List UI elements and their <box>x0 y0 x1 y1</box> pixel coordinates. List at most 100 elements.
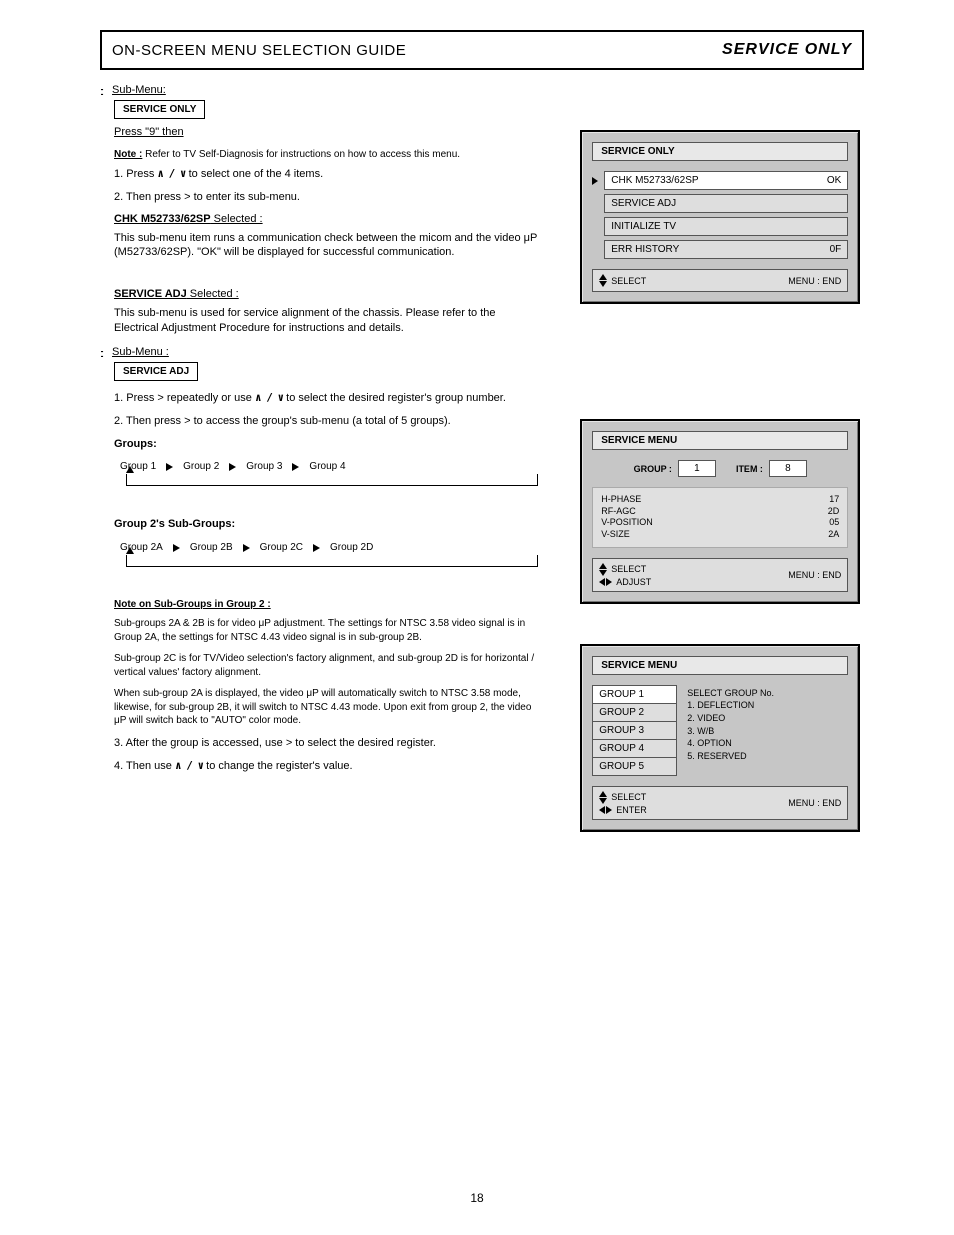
header-right: SERVICE ONLY <box>722 41 852 59</box>
svc-step3: 3. After the group is accessed, use > to… <box>114 736 540 751</box>
osd3-cell: GROUP 1 <box>592 685 677 703</box>
note-2c: When sub-group 2A is displayed, the vide… <box>114 687 540 728</box>
grp4: Group 4 <box>309 461 345 472</box>
updown-tri-icon <box>599 563 607 576</box>
arrow-right-icon <box>173 544 180 552</box>
osd1-row: CHK M52733/62SP OK <box>592 171 848 190</box>
note-label: Note : <box>114 149 142 160</box>
osd1-field-label: SERVICE ADJ <box>611 198 676 209</box>
updown-glyph-3: ∧ / ∨ <box>175 759 203 772</box>
osd3-right-line: 4. OPTION <box>687 737 848 750</box>
updown-glyph-2: ∧ / ∨ <box>255 391 283 404</box>
osd1-footer-end: MENU : END <box>788 276 841 286</box>
osd3-title: SERVICE MENU <box>592 656 848 675</box>
osd2-param-name: V-SIZE <box>601 529 630 541</box>
osd2-group-label: GROUP : <box>634 464 672 474</box>
osd1-field-label: CHK M52733/62SP <box>611 175 698 186</box>
osd-service-only: SERVICE ONLY CHK M52733/62SP OK SERVICE AD… <box>580 130 860 304</box>
arrow-right-icon <box>313 544 320 552</box>
note-subgroups-label: Note on Sub-Groups in Group 2 : <box>114 599 271 610</box>
osd2-params: H-PHASE17RF-AGC2DV-POSITION 05 V-SIZE 2A <box>592 487 848 548</box>
osd2-param-val: 17 <box>829 494 839 506</box>
osd3-footer-enter: ENTER <box>616 805 647 815</box>
osd1-row: SERVICE ADJ <box>592 194 848 213</box>
bullet-icon-2: :: <box>100 348 108 356</box>
osd3-footer-select: SELECT <box>611 792 646 802</box>
note-2a: Sub-groups 2A & 2B is for video μP adjus… <box>114 617 540 644</box>
osd2-param-row: H-PHASE17 <box>601 494 839 506</box>
osd2-item-label: ITEM : <box>736 464 763 474</box>
osd2-footer-adjust: ADJUST <box>616 577 651 587</box>
osd3-right-line: SELECT GROUP No. <box>687 687 848 700</box>
osd2-footer: SELECT ADJUST MENU : END <box>592 558 848 592</box>
arrow-up-icon <box>126 547 134 554</box>
header-box: ON-SCREEN MENU SELECTION GUIDE SERVICE O… <box>100 30 864 70</box>
osd3-list: GROUP 1GROUP 2GROUP 3GROUP 4GROUP 5 <box>592 685 677 776</box>
note-1-text: Refer to TV Self-Diagnosis for instructi… <box>145 149 460 160</box>
osd3-cell: GROUP 5 <box>592 757 677 776</box>
osd1-field-label: INITIALIZE TV <box>611 221 676 232</box>
osd2-title: SERVICE MENU <box>592 431 848 450</box>
osd2-param-row: RF-AGC2D <box>601 506 839 518</box>
osd1-field: ERR HISTORY 0F <box>604 240 848 259</box>
row-marker-icon <box>592 177 598 185</box>
sg4: Group 2D <box>330 542 373 553</box>
osd1-field-val: OK <box>827 175 841 186</box>
service-only-button: SERVICE ONLY <box>114 100 205 119</box>
updown-tri-icon <box>599 274 607 287</box>
svc-step2: 2. Then press > to access the group's su… <box>114 414 540 429</box>
osd2-param-val: 2A <box>828 529 839 541</box>
osd1-footer-select: SELECT <box>611 276 646 286</box>
osd1-field: SERVICE ADJ <box>604 194 848 213</box>
osd2-param-val: 05 <box>829 517 839 529</box>
updown-tri-icon <box>599 791 607 804</box>
step-2: 2. Then press > to enter its sub-menu. <box>114 190 540 205</box>
sg2: Group 2B <box>190 542 233 553</box>
svc-heading-rest: Selected : <box>187 288 239 300</box>
osd1-row: INITIALIZE TV <box>592 217 848 236</box>
osd1-field-val: 0F <box>830 244 842 255</box>
sub-menu-heading: :: Sub-Menu: <box>100 84 540 96</box>
svc-para1: This sub-menu is used for service alignm… <box>114 306 540 336</box>
osd3-cell: GROUP 4 <box>592 739 677 757</box>
osd3-right-line: 2. VIDEO <box>687 712 848 725</box>
svc-step1: 1. Press > repeatedly or use ∧ / ∨ to se… <box>114 391 540 406</box>
sg3: Group 2C <box>260 542 303 553</box>
subgroups-label: Group 2's Sub-Groups: <box>114 517 540 532</box>
cycle-groups: Group 1 Group 2 Group 3 Group 4 <box>120 461 540 507</box>
arrow-right-icon <box>229 463 236 471</box>
svc-heading: SERVICE ADJ Selected : <box>114 288 540 300</box>
osd3-cell: GROUP 3 <box>592 721 677 739</box>
osd2-param-name: V-POSITION <box>601 517 653 529</box>
arrow-right-icon <box>166 463 173 471</box>
osd1-field: CHK M52733/62SP OK <box>604 171 848 190</box>
chk-heading-item: CHK M52733/62SP <box>114 213 211 225</box>
osd3-cell: GROUP 2 <box>592 703 677 721</box>
osd2-param-val: 2D <box>828 506 840 518</box>
osd1-field-label: ERR HISTORY <box>611 244 679 255</box>
osd3-right-line: 5. RESERVED <box>687 750 848 763</box>
osd1-title: SERVICE ONLY <box>592 142 848 161</box>
grp2: Group 2 <box>183 461 219 472</box>
osd2-footer-end: MENU : END <box>788 570 841 580</box>
chk-heading: CHK M52733/62SP Selected : <box>114 213 540 225</box>
sub-menu-label: Sub-Menu: <box>112 84 166 96</box>
note-subgroups: Note on Sub-Groups in Group 2 : <box>114 598 540 611</box>
osd1-field: INITIALIZE TV <box>604 217 848 236</box>
osd3-right-line: 1. DEFLECTION <box>687 699 848 712</box>
page-number: 18 <box>0 1191 954 1205</box>
step-1b: to select one of the 4 items. <box>189 168 324 180</box>
osd2-group-val: 1 <box>678 460 716 477</box>
grp3: Group 3 <box>246 461 282 472</box>
osd2-item-val: 8 <box>769 460 807 477</box>
osd3-right: SELECT GROUP No.1. DEFLECTION2. VIDEO3. … <box>687 685 848 776</box>
step-1: 1. Press ∧ / ∨ to select one of the 4 it… <box>114 167 540 182</box>
updown-glyph-1: ∧ / ∨ <box>157 167 185 180</box>
sub-menu-label-2: Sub-Menu : <box>112 346 169 358</box>
osd1-footer: SELECT MENU : END <box>592 269 848 292</box>
sub-menu-heading-2: :: Sub-Menu : <box>100 346 540 358</box>
note-2b: Sub-group 2C is for TV/Video selection's… <box>114 652 540 679</box>
osd1-row: ERR HISTORY 0F <box>592 240 848 259</box>
osd-service-menu: SERVICE MENU GROUP : 1 ITEM : 8 H-PHASE1… <box>580 419 860 604</box>
osd-group-select: SERVICE MENU GROUP 1GROUP 2GROUP 3GROUP … <box>580 644 860 832</box>
